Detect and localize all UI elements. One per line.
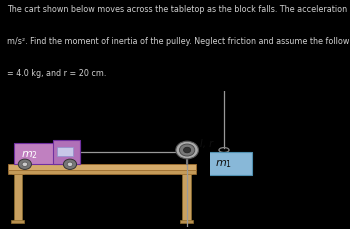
Text: $m_1$: $m_1$ xyxy=(216,158,232,170)
Bar xyxy=(180,220,193,223)
Text: $m_2$: $m_2$ xyxy=(21,149,38,160)
Text: = 4.0 kg, and r = 20 cm.: = 4.0 kg, and r = 20 cm. xyxy=(7,69,106,78)
Bar xyxy=(14,144,79,164)
Text: The cart shown below moves across the tabletop as the block falls. The accelerat: The cart shown below moves across the ta… xyxy=(7,5,350,14)
Bar xyxy=(8,170,196,174)
Bar xyxy=(12,171,24,175)
Text: m/s². Find the moment of inertia of the pulley. Neglect friction and assume the : m/s². Find the moment of inertia of the … xyxy=(7,37,350,46)
Bar xyxy=(196,153,252,175)
Bar xyxy=(8,164,196,170)
Bar xyxy=(12,220,24,223)
Circle shape xyxy=(67,162,73,167)
Circle shape xyxy=(176,142,198,159)
Circle shape xyxy=(180,144,195,156)
Bar xyxy=(57,147,74,156)
Bar xyxy=(54,140,79,164)
Bar xyxy=(14,174,22,221)
Bar xyxy=(182,174,191,221)
Bar xyxy=(181,171,192,175)
Circle shape xyxy=(22,162,28,167)
Circle shape xyxy=(183,147,191,153)
Circle shape xyxy=(63,159,77,170)
Text: I, r: I, r xyxy=(200,138,213,148)
Circle shape xyxy=(18,159,32,170)
